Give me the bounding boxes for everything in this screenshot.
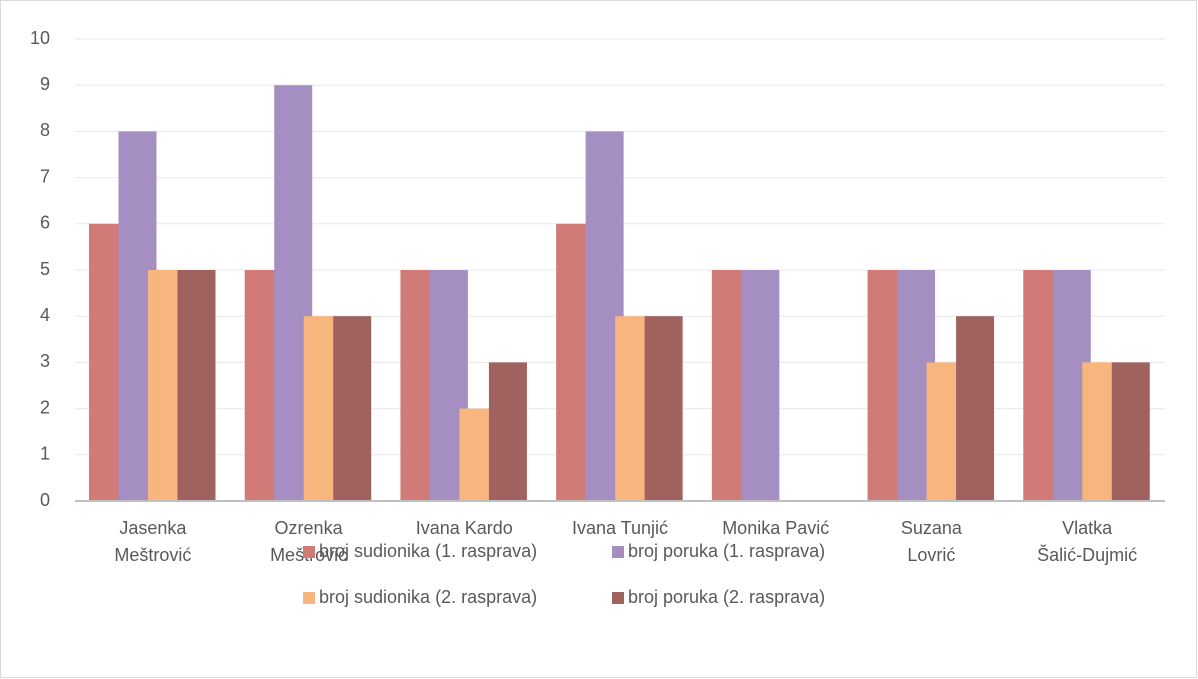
bar [956, 316, 995, 501]
legend-label: broj sudionika (1. rasprava) [319, 541, 537, 561]
bar [644, 316, 683, 501]
x-tick-label: Vlatka Šalić-Dujmić [1037, 518, 1137, 565]
legend-label: broj poruka (2. rasprava) [628, 587, 825, 607]
legend-swatch [612, 546, 624, 558]
y-tick-label: 5 [40, 259, 50, 279]
legend-swatch [612, 592, 624, 604]
y-tick-label: 4 [40, 305, 50, 325]
legend-label: broj sudionika (2. rasprava) [319, 587, 537, 607]
y-tick-label: 3 [40, 351, 50, 371]
bar [333, 316, 372, 501]
x-tick-label: Ivana Tunjić [572, 518, 668, 538]
y-tick-label: 7 [40, 166, 50, 186]
bar [177, 270, 216, 501]
x-tick-label: Monika Pavić [722, 518, 829, 538]
bar [741, 270, 780, 501]
x-tick-label: Jasenka Meštrović [114, 518, 191, 565]
y-tick-label: 8 [40, 120, 50, 140]
y-tick-label: 9 [40, 74, 50, 94]
bar [1111, 362, 1150, 501]
x-tick-label: Suzana Lovrić [901, 518, 963, 565]
y-tick-label: 1 [40, 444, 50, 464]
y-tick-label: 6 [40, 213, 50, 233]
x-tick-label: OzrenkaMeštrović [270, 518, 347, 565]
legend-swatch [303, 592, 315, 604]
x-tick-label: Ivana Kardo [416, 518, 513, 538]
y-tick-label: 0 [40, 490, 50, 510]
bar [488, 362, 527, 501]
legend-swatch [303, 546, 315, 558]
y-tick-label: 10 [30, 28, 50, 48]
legend-label: broj poruka (1. rasprava) [628, 541, 825, 561]
y-tick-label: 2 [40, 397, 50, 417]
